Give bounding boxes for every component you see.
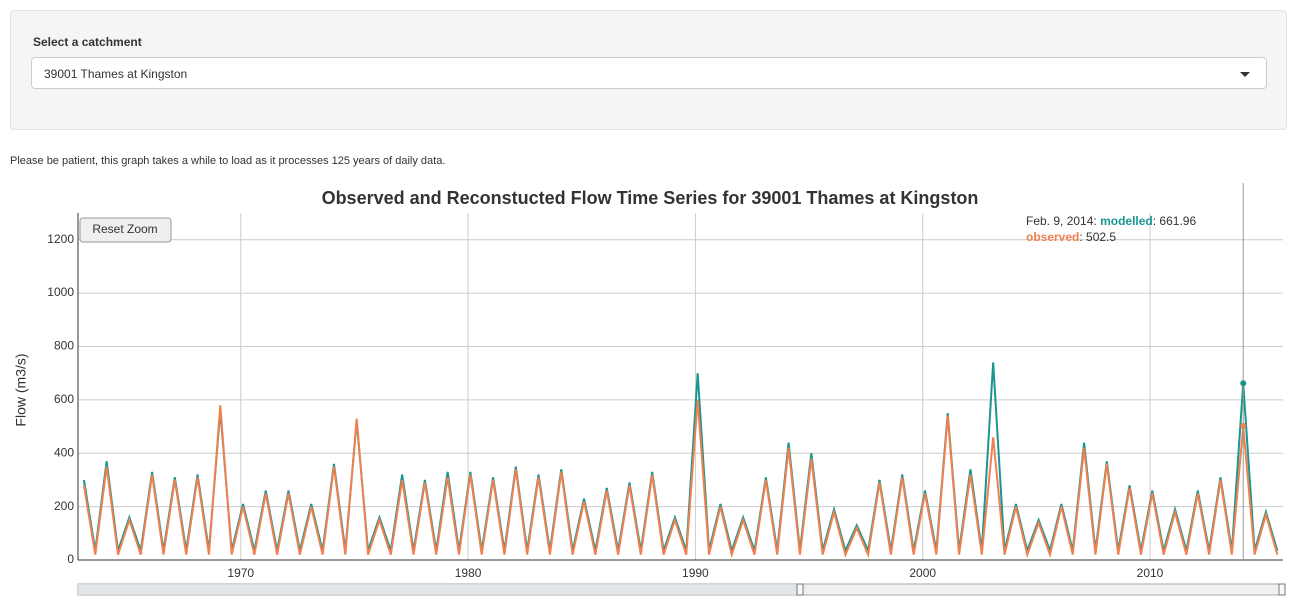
hover-point	[1240, 380, 1247, 387]
hover-date: Feb. 9, 2014:	[1026, 214, 1097, 228]
x-tick-label: 1990	[682, 566, 709, 580]
selected-option: 39001 Thames at Kingston	[44, 67, 188, 81]
hover-label: modelled	[1100, 214, 1153, 228]
input-panel: Select a catchment 39001 Thames at Kings…	[10, 10, 1287, 130]
range-handle[interactable]	[1278, 583, 1286, 596]
x-tick-label: 2010	[1137, 566, 1164, 580]
chart-title: Observed and Reconstucted Flow Time Seri…	[322, 188, 979, 208]
y-tick-label: 800	[54, 339, 74, 353]
range-unselected	[78, 584, 800, 595]
y-tick-label: 400	[54, 445, 74, 459]
reset-zoom-button[interactable]: Reset Zoom	[79, 217, 172, 243]
range-handle[interactable]	[796, 583, 804, 596]
hover-legend: Feb. 9, 2014: modelled: 661.96	[1026, 214, 1196, 228]
x-tick-label: 2000	[909, 566, 936, 580]
series-line	[82, 399, 1279, 559]
catchment-select[interactable]: 39001 Thames at Kingston	[31, 57, 1267, 89]
series-line	[82, 362, 1279, 555]
hover-point	[1240, 422, 1247, 429]
hover-legend: observed: 502.5	[1026, 230, 1116, 244]
y-tick-label: 200	[54, 499, 74, 513]
y-tick-label: 1000	[47, 285, 74, 299]
y-axis-label: Flow (m3/s)	[13, 353, 29, 426]
button-label: Reset Zoom	[92, 222, 157, 236]
range-selector[interactable]	[77, 583, 1286, 596]
dropdown-caret	[1240, 72, 1250, 77]
hover-label: observed	[1026, 230, 1079, 244]
hover-value: 661.96	[1159, 214, 1196, 228]
y-tick-label: 0	[67, 552, 74, 566]
hover-value: 502.5	[1086, 230, 1116, 244]
select-label: Select a catchment	[33, 35, 142, 49]
loading-note: Please be patient, this graph takes a wh…	[10, 155, 446, 167]
y-tick-label: 600	[54, 392, 74, 406]
x-tick-label: 1980	[455, 566, 482, 580]
button-box	[79, 217, 172, 243]
y-tick-label: 1200	[47, 232, 74, 246]
x-tick-label: 1970	[227, 566, 254, 580]
